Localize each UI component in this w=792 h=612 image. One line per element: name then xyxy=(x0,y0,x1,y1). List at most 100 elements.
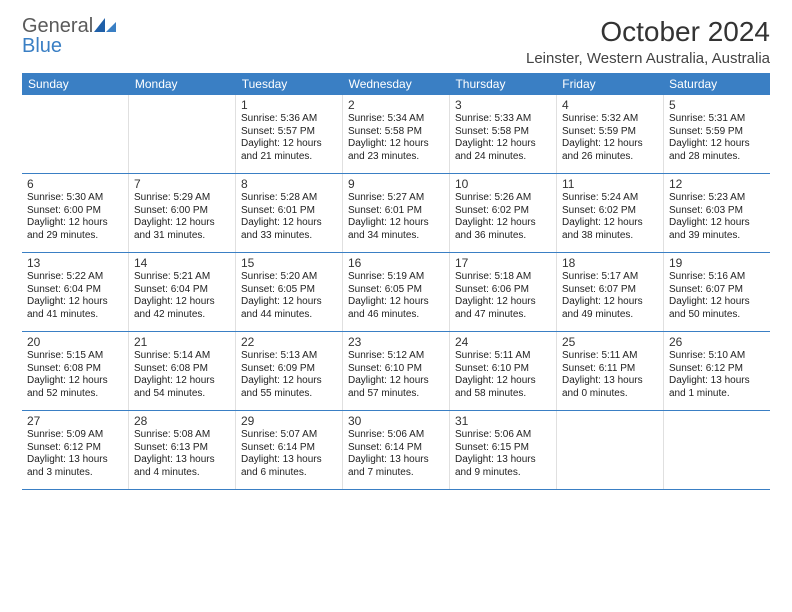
day-info: Sunrise: 5:09 AMSunset: 6:12 PMDaylight:… xyxy=(27,429,123,479)
title-block: October 2024 Leinster, Western Australia… xyxy=(526,16,770,67)
day-header-monday: Monday xyxy=(129,73,236,95)
day-number: 17 xyxy=(455,256,551,270)
daylight-line: Daylight: 13 hours and 9 minutes. xyxy=(455,454,551,479)
sunset-line: Sunset: 6:09 PM xyxy=(241,363,337,376)
sunset-line: Sunset: 6:15 PM xyxy=(455,442,551,455)
page-header: General Blue October 2024 Leinster, West… xyxy=(22,16,770,67)
day-header-tuesday: Tuesday xyxy=(236,73,343,95)
day-cell: 6Sunrise: 5:30 AMSunset: 6:00 PMDaylight… xyxy=(22,174,129,252)
daylight-line: Daylight: 12 hours and 29 minutes. xyxy=(27,217,123,242)
sunset-line: Sunset: 6:06 PM xyxy=(455,284,551,297)
sunset-line: Sunset: 5:59 PM xyxy=(562,126,658,139)
sunrise-line: Sunrise: 5:08 AM xyxy=(134,429,230,442)
sunrise-line: Sunrise: 5:27 AM xyxy=(348,192,444,205)
sunset-line: Sunset: 6:00 PM xyxy=(134,205,230,218)
sunrise-line: Sunrise: 5:06 AM xyxy=(455,429,551,442)
day-info: Sunrise: 5:33 AMSunset: 5:58 PMDaylight:… xyxy=(455,113,551,163)
empty-day-cell xyxy=(22,95,129,173)
daylight-line: Daylight: 13 hours and 0 minutes. xyxy=(562,375,658,400)
day-cell: 28Sunrise: 5:08 AMSunset: 6:13 PMDayligh… xyxy=(129,411,236,489)
day-number: 27 xyxy=(27,414,123,428)
day-cell: 19Sunrise: 5:16 AMSunset: 6:07 PMDayligh… xyxy=(664,253,770,331)
daylight-line: Daylight: 12 hours and 58 minutes. xyxy=(455,375,551,400)
day-number: 24 xyxy=(455,335,551,349)
sunset-line: Sunset: 5:58 PM xyxy=(455,126,551,139)
day-cell: 9Sunrise: 5:27 AMSunset: 6:01 PMDaylight… xyxy=(343,174,450,252)
day-info: Sunrise: 5:34 AMSunset: 5:58 PMDaylight:… xyxy=(348,113,444,163)
week-row: 27Sunrise: 5:09 AMSunset: 6:12 PMDayligh… xyxy=(22,411,770,490)
sunrise-line: Sunrise: 5:32 AM xyxy=(562,113,658,126)
day-info: Sunrise: 5:16 AMSunset: 6:07 PMDaylight:… xyxy=(669,271,765,321)
day-number: 10 xyxy=(455,177,551,191)
day-number: 15 xyxy=(241,256,337,270)
sunset-line: Sunset: 6:02 PM xyxy=(455,205,551,218)
day-info: Sunrise: 5:26 AMSunset: 6:02 PMDaylight:… xyxy=(455,192,551,242)
day-cell: 2Sunrise: 5:34 AMSunset: 5:58 PMDaylight… xyxy=(343,95,450,173)
day-header-sunday: Sunday xyxy=(22,73,129,95)
day-number: 3 xyxy=(455,98,551,112)
sunset-line: Sunset: 6:01 PM xyxy=(348,205,444,218)
sunset-line: Sunset: 6:08 PM xyxy=(134,363,230,376)
sunrise-line: Sunrise: 5:22 AM xyxy=(27,271,123,284)
day-cell: 17Sunrise: 5:18 AMSunset: 6:06 PMDayligh… xyxy=(450,253,557,331)
day-info: Sunrise: 5:32 AMSunset: 5:59 PMDaylight:… xyxy=(562,113,658,163)
daylight-line: Daylight: 13 hours and 6 minutes. xyxy=(241,454,337,479)
day-number: 23 xyxy=(348,335,444,349)
sunrise-line: Sunrise: 5:18 AM xyxy=(455,271,551,284)
day-info: Sunrise: 5:12 AMSunset: 6:10 PMDaylight:… xyxy=(348,350,444,400)
day-number: 5 xyxy=(669,98,765,112)
day-header-friday: Friday xyxy=(556,73,663,95)
day-number: 9 xyxy=(348,177,444,191)
day-cell: 10Sunrise: 5:26 AMSunset: 6:02 PMDayligh… xyxy=(450,174,557,252)
daylight-line: Daylight: 12 hours and 46 minutes. xyxy=(348,296,444,321)
day-cell: 7Sunrise: 5:29 AMSunset: 6:00 PMDaylight… xyxy=(129,174,236,252)
sunset-line: Sunset: 6:14 PM xyxy=(241,442,337,455)
sunset-line: Sunset: 6:13 PM xyxy=(134,442,230,455)
sunset-line: Sunset: 6:14 PM xyxy=(348,442,444,455)
daylight-line: Daylight: 13 hours and 3 minutes. xyxy=(27,454,123,479)
day-number: 21 xyxy=(134,335,230,349)
daylight-line: Daylight: 12 hours and 26 minutes. xyxy=(562,138,658,163)
daylight-line: Daylight: 13 hours and 1 minute. xyxy=(669,375,765,400)
day-number: 26 xyxy=(669,335,765,349)
empty-day-cell xyxy=(129,95,236,173)
day-info: Sunrise: 5:23 AMSunset: 6:03 PMDaylight:… xyxy=(669,192,765,242)
week-row: 1Sunrise: 5:36 AMSunset: 5:57 PMDaylight… xyxy=(22,95,770,174)
sunset-line: Sunset: 6:07 PM xyxy=(562,284,658,297)
week-row: 20Sunrise: 5:15 AMSunset: 6:08 PMDayligh… xyxy=(22,332,770,411)
day-number: 18 xyxy=(562,256,658,270)
sunset-line: Sunset: 6:10 PM xyxy=(455,363,551,376)
day-info: Sunrise: 5:06 AMSunset: 6:15 PMDaylight:… xyxy=(455,429,551,479)
daylight-line: Daylight: 12 hours and 47 minutes. xyxy=(455,296,551,321)
sunrise-line: Sunrise: 5:20 AM xyxy=(241,271,337,284)
sunrise-line: Sunrise: 5:26 AM xyxy=(455,192,551,205)
sunrise-line: Sunrise: 5:36 AM xyxy=(241,113,337,126)
day-info: Sunrise: 5:13 AMSunset: 6:09 PMDaylight:… xyxy=(241,350,337,400)
logo-line2: Blue xyxy=(22,35,62,57)
day-cell: 24Sunrise: 5:11 AMSunset: 6:10 PMDayligh… xyxy=(450,332,557,410)
daylight-line: Daylight: 12 hours and 49 minutes. xyxy=(562,296,658,321)
daylight-line: Daylight: 12 hours and 50 minutes. xyxy=(669,296,765,321)
sunset-line: Sunset: 6:01 PM xyxy=(241,205,337,218)
day-number: 1 xyxy=(241,98,337,112)
day-cell: 5Sunrise: 5:31 AMSunset: 5:59 PMDaylight… xyxy=(664,95,770,173)
sunrise-line: Sunrise: 5:10 AM xyxy=(669,350,765,363)
day-header-row: SundayMondayTuesdayWednesdayThursdayFrid… xyxy=(22,73,770,95)
daylight-line: Daylight: 12 hours and 21 minutes. xyxy=(241,138,337,163)
sunrise-line: Sunrise: 5:17 AM xyxy=(562,271,658,284)
logo: General Blue xyxy=(22,16,116,56)
logo-text: General Blue xyxy=(22,16,116,56)
daylight-line: Daylight: 12 hours and 38 minutes. xyxy=(562,217,658,242)
day-info: Sunrise: 5:36 AMSunset: 5:57 PMDaylight:… xyxy=(241,113,337,163)
day-cell: 25Sunrise: 5:11 AMSunset: 6:11 PMDayligh… xyxy=(557,332,664,410)
daylight-line: Daylight: 12 hours and 24 minutes. xyxy=(455,138,551,163)
logo-sail-icon xyxy=(94,16,116,30)
sunrise-line: Sunrise: 5:09 AM xyxy=(27,429,123,442)
day-number: 13 xyxy=(27,256,123,270)
sunset-line: Sunset: 6:03 PM xyxy=(669,205,765,218)
day-number: 29 xyxy=(241,414,337,428)
sunrise-line: Sunrise: 5:21 AM xyxy=(134,271,230,284)
day-cell: 8Sunrise: 5:28 AMSunset: 6:01 PMDaylight… xyxy=(236,174,343,252)
week-row: 13Sunrise: 5:22 AMSunset: 6:04 PMDayligh… xyxy=(22,253,770,332)
daylight-line: Daylight: 12 hours and 23 minutes. xyxy=(348,138,444,163)
